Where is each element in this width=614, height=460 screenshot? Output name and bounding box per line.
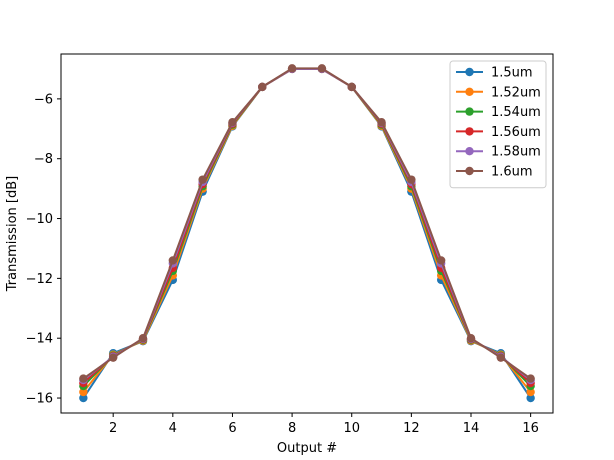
y-tick-label: −14 (26, 332, 53, 347)
data-point (496, 353, 506, 362)
legend-label: 1.56um (491, 125, 541, 140)
x-tick-label: 6 (228, 421, 236, 436)
legend-marker (465, 87, 474, 97)
x-tick-label: 12 (403, 421, 420, 436)
x-axis: 2 4 6 8 10 12 14 16 (109, 413, 539, 436)
data-point (198, 175, 207, 184)
y-tick-label: −10 (26, 212, 53, 227)
data-point (168, 256, 178, 265)
data-point (436, 256, 446, 265)
data-point (466, 334, 476, 343)
x-tick-label: 14 (463, 421, 480, 436)
legend-marker (465, 67, 474, 77)
x-tick-label: 2 (109, 421, 117, 436)
data-point (138, 334, 148, 343)
data-point (347, 82, 356, 92)
legend-item: 1.56um (456, 125, 541, 140)
legend-marker (465, 107, 474, 116)
legend-label: 1.54um (491, 105, 541, 120)
data-point (526, 387, 535, 397)
y-axis: −16 −14 −12 −10 −8 −6 (26, 92, 61, 407)
y-tick-label: −8 (34, 152, 53, 167)
x-tick-label: 16 (522, 421, 539, 436)
legend-item: 1.58um (456, 145, 541, 160)
x-tick-label: 8 (288, 421, 296, 436)
data-point (526, 374, 535, 383)
data-point (287, 64, 297, 73)
x-tick-label: 10 (343, 421, 360, 436)
data-point (108, 353, 118, 362)
legend-marker (465, 147, 474, 156)
legend-marker (465, 127, 474, 136)
y-tick-label: −12 (26, 272, 53, 287)
series-line (82, 67, 532, 380)
legend-label: 1.5um (491, 66, 533, 81)
legend-item: 1.6um (456, 165, 533, 180)
data-point (79, 374, 88, 383)
data-point (526, 393, 535, 403)
legend-label: 1.6um (491, 165, 533, 180)
data-point (317, 64, 327, 73)
series-1.6um (79, 64, 535, 383)
plot-frame (60, 53, 554, 414)
data-point (79, 387, 88, 397)
y-axis-label: Transmission [dB] (5, 176, 20, 292)
legend-marker (465, 166, 474, 176)
data-point (228, 118, 237, 127)
legend: 1.5um 1.52um 1.54um 1.56um 1.58um 1.6um (449, 60, 547, 189)
data-point (407, 175, 416, 184)
legend-item: 1.54um (456, 105, 541, 120)
plot-marks (79, 64, 535, 403)
data-point (377, 118, 386, 127)
legend-label: 1.58um (491, 145, 541, 160)
data-point (258, 82, 267, 92)
legend-item: 1.5um (456, 66, 533, 81)
data-point (79, 393, 88, 403)
x-axis-label: Output # (277, 441, 337, 456)
y-tick-label: −6 (34, 92, 53, 107)
legend-item: 1.52um (456, 85, 541, 100)
legend-label: 1.52um (491, 85, 541, 100)
x-tick-label: 4 (169, 421, 177, 436)
y-tick-label: −16 (26, 392, 53, 407)
